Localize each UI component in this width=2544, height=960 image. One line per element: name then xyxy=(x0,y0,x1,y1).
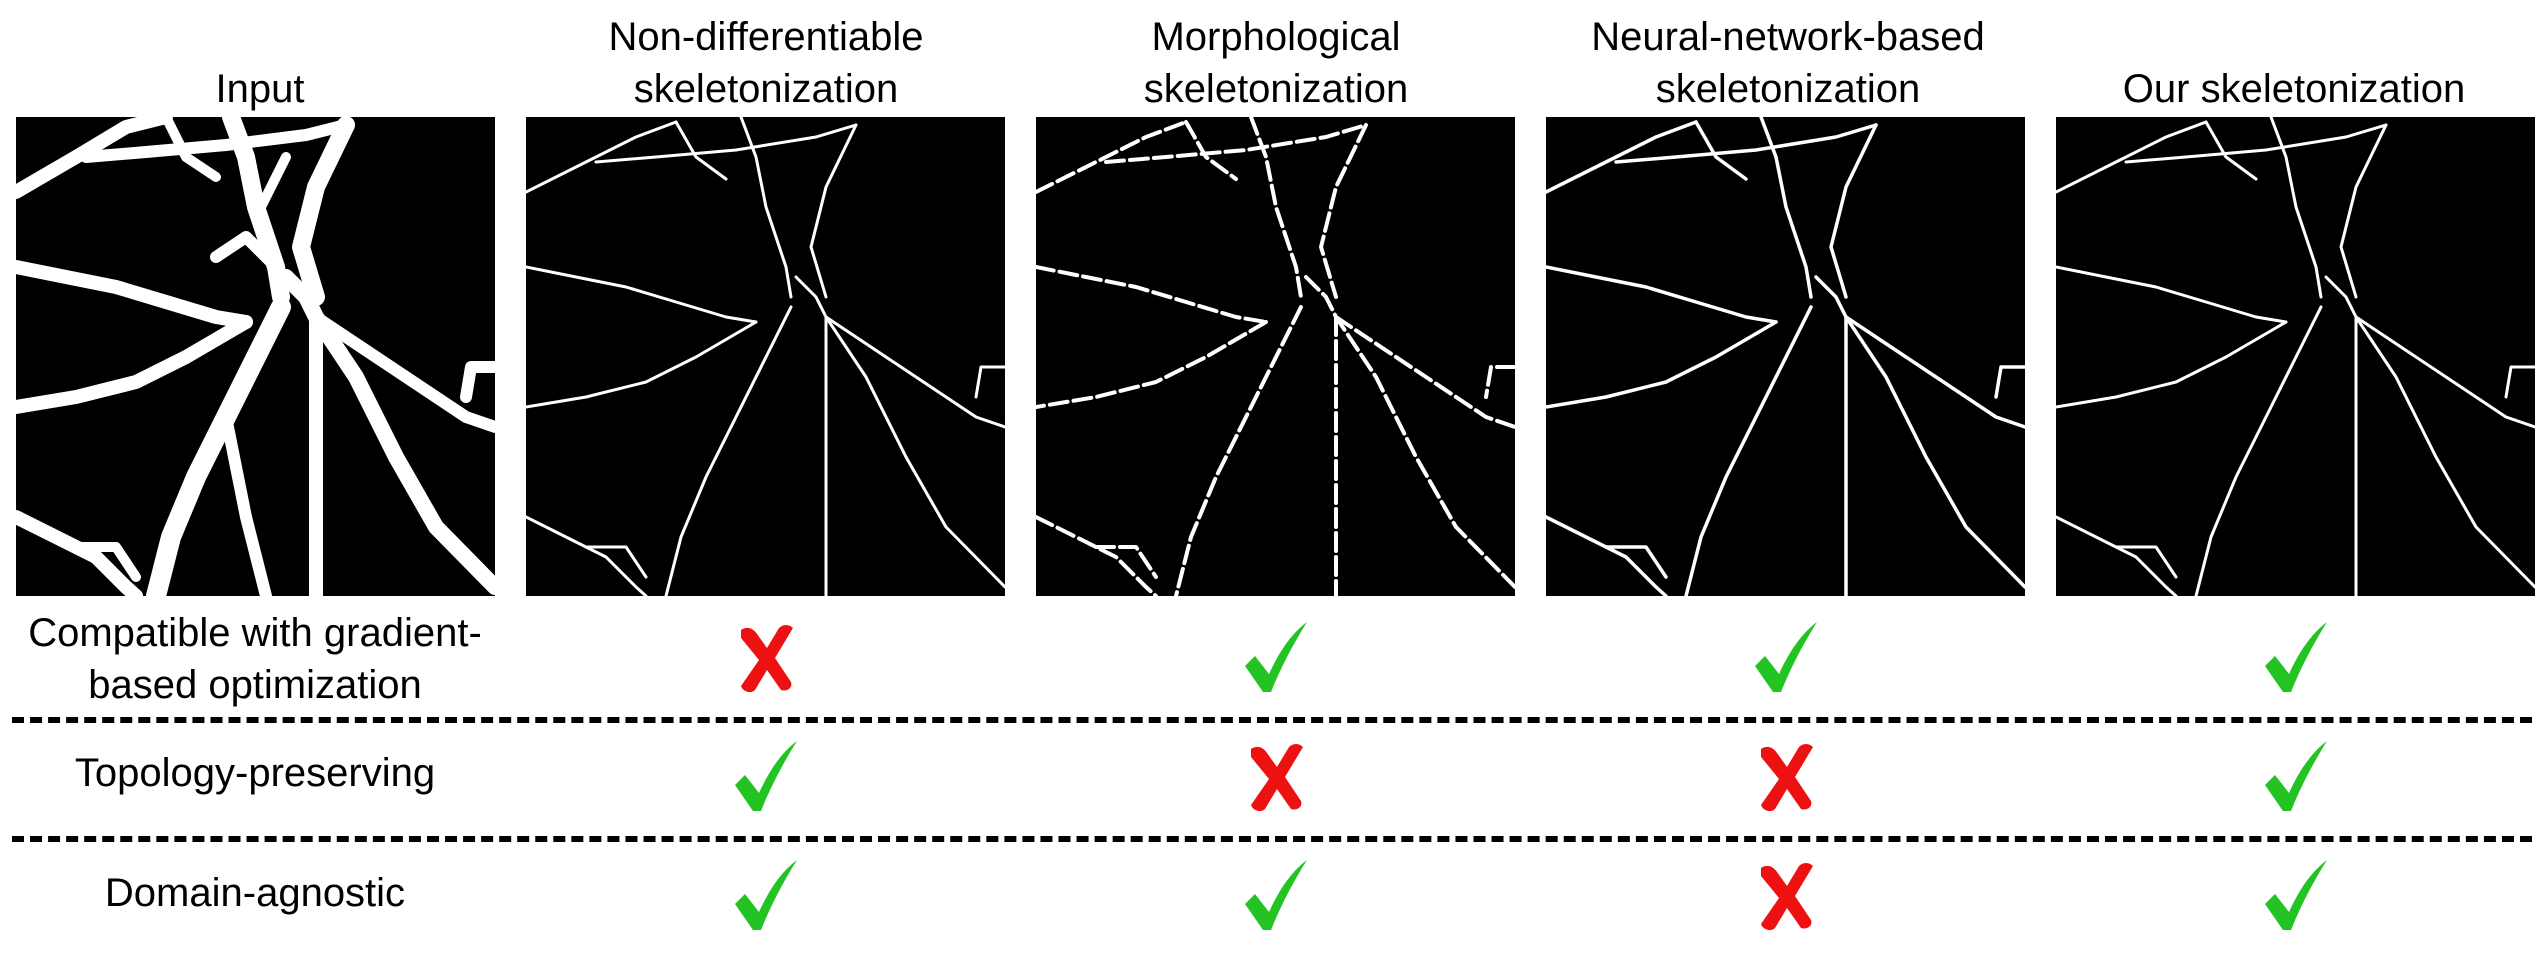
cross-icon xyxy=(1751,737,1821,817)
column-title-line: skeletonization xyxy=(633,67,899,111)
row-label-line: based optimization xyxy=(88,663,422,707)
checkmark-icon xyxy=(2261,856,2331,936)
ours-skeleton-image xyxy=(2056,117,2535,596)
column-title-line: Non-differentiable xyxy=(608,15,924,59)
checkmark-icon xyxy=(2261,737,2331,817)
thin-skeleton-drawing xyxy=(2056,117,2535,596)
row-divider xyxy=(12,717,2532,723)
checkmark-icon xyxy=(731,737,801,817)
thin-skeleton-drawing xyxy=(1546,117,2025,596)
input-vessel-mask-image xyxy=(16,117,495,596)
column-title-ours: Our skeletonization xyxy=(2034,0,2544,115)
column-title-line: Input xyxy=(215,67,305,111)
checkmark-icon xyxy=(1241,618,1311,698)
column-title-nondiff: Non-differentiable skeletonization xyxy=(506,0,1026,115)
cross-icon xyxy=(1751,856,1821,936)
column-title-line: Our skeletonization xyxy=(2122,67,2466,111)
cross-icon xyxy=(1241,737,1311,817)
checkmark-icon xyxy=(1241,856,1311,936)
row-label-line: Compatible with gradient- xyxy=(28,611,482,655)
column-title-morph: Morphological skeletonization xyxy=(1016,0,1536,115)
nondiff-skeleton-image xyxy=(526,117,1005,596)
nn-skeleton-image xyxy=(1546,117,2025,596)
thin-skeleton-drawing xyxy=(1036,117,1515,596)
morph-skeleton-image xyxy=(1036,117,1515,596)
checkmark-icon xyxy=(2261,618,2331,698)
row-label-line: Topology-preserving xyxy=(74,751,436,795)
row-label-line: Domain-agnostic xyxy=(104,871,406,915)
column-title-line: Neural-network-based xyxy=(1591,15,1985,59)
column-title-nn: Neural-network-based skeletonization xyxy=(1528,0,2048,115)
row-label-gradient: Compatible with gradient- based optimiza… xyxy=(0,604,510,714)
row-label-domain: Domain-agnostic xyxy=(0,848,510,938)
column-title-line: skeletonization xyxy=(1655,67,1921,111)
column-title-input: Input xyxy=(0,0,520,115)
row-divider xyxy=(12,836,2532,842)
column-title-line: skeletonization xyxy=(1143,67,1409,111)
row-label-topology: Topology-preserving xyxy=(0,728,510,818)
cross-icon xyxy=(731,618,801,698)
checkmark-icon xyxy=(731,856,801,936)
checkmark-icon xyxy=(1751,618,1821,698)
column-title-line: Morphological xyxy=(1151,15,1401,59)
thin-skeleton-drawing xyxy=(526,117,1005,596)
thick-vessel-drawing xyxy=(16,117,495,596)
